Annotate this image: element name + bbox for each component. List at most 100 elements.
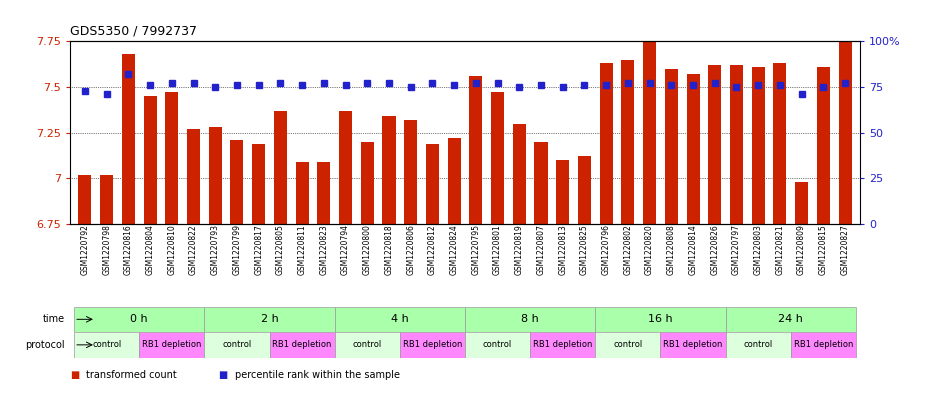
Text: GSM1220814: GSM1220814 [688, 224, 698, 275]
Bar [274, 111, 287, 224]
Bar [774, 63, 787, 224]
Text: control: control [483, 340, 512, 349]
Bar [535, 142, 548, 224]
Bar [470, 76, 483, 224]
Text: GDS5350 / 7992737: GDS5350 / 7992737 [70, 24, 197, 37]
Text: GSM1220801: GSM1220801 [493, 224, 502, 275]
Bar [665, 69, 678, 224]
Bar [361, 142, 374, 224]
Bar [595, 307, 725, 332]
Bar [166, 92, 179, 224]
Text: GSM1220810: GSM1220810 [167, 224, 177, 275]
Bar [725, 307, 856, 332]
Bar [600, 63, 613, 224]
Bar [252, 143, 265, 224]
Text: GSM1220794: GSM1220794 [341, 224, 350, 275]
Bar [595, 332, 660, 358]
Text: control: control [613, 340, 643, 349]
Bar [270, 332, 335, 358]
Text: GSM1220827: GSM1220827 [841, 224, 849, 275]
Text: GSM1220802: GSM1220802 [623, 224, 632, 275]
Text: GSM1220817: GSM1220817 [254, 224, 263, 275]
Text: GSM1220812: GSM1220812 [428, 224, 437, 275]
Bar [74, 307, 205, 332]
Text: control: control [352, 340, 382, 349]
Text: RB1 depletion: RB1 depletion [142, 340, 202, 349]
Text: GSM1220800: GSM1220800 [363, 224, 372, 275]
Bar [122, 54, 135, 224]
Text: GSM1220798: GSM1220798 [102, 224, 112, 275]
Bar [140, 332, 205, 358]
Text: GSM1220806: GSM1220806 [406, 224, 415, 275]
Bar [78, 174, 91, 224]
Text: GSM1220818: GSM1220818 [384, 224, 393, 275]
Text: GSM1220797: GSM1220797 [732, 224, 741, 275]
Text: protocol: protocol [25, 340, 65, 350]
Text: GSM1220793: GSM1220793 [211, 224, 219, 275]
Text: GSM1220819: GSM1220819 [515, 224, 524, 275]
Bar [709, 65, 722, 224]
Bar [751, 67, 764, 224]
Bar [382, 116, 395, 224]
Bar [400, 332, 465, 358]
Bar [339, 111, 352, 224]
Bar [621, 59, 634, 224]
Bar [512, 123, 525, 224]
Bar [208, 127, 221, 224]
Text: RB1 depletion: RB1 depletion [533, 340, 592, 349]
Bar [296, 162, 309, 224]
Text: GSM1220805: GSM1220805 [276, 224, 285, 275]
Bar [725, 332, 790, 358]
Bar [530, 332, 595, 358]
Text: GSM1220820: GSM1220820 [645, 224, 654, 275]
Text: GSM1220821: GSM1220821 [776, 224, 784, 275]
Text: GSM1220816: GSM1220816 [124, 224, 133, 275]
Text: percentile rank within the sample: percentile rank within the sample [235, 370, 400, 380]
Text: GSM1220799: GSM1220799 [232, 224, 242, 275]
Bar [405, 120, 418, 224]
Text: 4 h: 4 h [391, 314, 408, 324]
Text: GSM1220823: GSM1220823 [319, 224, 328, 275]
Text: RB1 depletion: RB1 depletion [663, 340, 723, 349]
Text: 0 h: 0 h [130, 314, 148, 324]
Text: 24 h: 24 h [778, 314, 804, 324]
Bar [335, 307, 465, 332]
Text: GSM1220803: GSM1220803 [753, 224, 763, 275]
Text: GSM1220807: GSM1220807 [537, 224, 546, 275]
Text: 8 h: 8 h [522, 314, 539, 324]
Text: transformed count: transformed count [86, 370, 178, 380]
Text: GSM1220795: GSM1220795 [472, 224, 481, 275]
Text: ■: ■ [70, 370, 79, 380]
Bar [578, 156, 591, 224]
Text: GSM1220811: GSM1220811 [298, 224, 307, 275]
Text: GSM1220815: GSM1220815 [818, 224, 828, 275]
Text: RB1 depletion: RB1 depletion [272, 340, 332, 349]
Text: GSM1220808: GSM1220808 [667, 224, 676, 275]
Bar [643, 41, 656, 224]
Text: 2 h: 2 h [260, 314, 278, 324]
Bar [205, 307, 335, 332]
Text: RB1 depletion: RB1 depletion [793, 340, 853, 349]
Bar [100, 174, 113, 224]
Text: control: control [92, 340, 121, 349]
Bar [817, 67, 830, 224]
Bar [317, 162, 330, 224]
Text: 16 h: 16 h [648, 314, 672, 324]
Text: control: control [744, 340, 773, 349]
Text: time: time [43, 314, 65, 324]
Bar [231, 140, 244, 224]
Bar [74, 332, 140, 358]
Bar [556, 160, 569, 224]
Bar [465, 332, 530, 358]
Bar [790, 332, 856, 358]
Text: GSM1220813: GSM1220813 [558, 224, 567, 275]
Text: control: control [222, 340, 252, 349]
Bar [447, 138, 460, 224]
Bar [143, 96, 156, 224]
Text: GSM1220824: GSM1220824 [449, 224, 458, 275]
Bar [465, 307, 595, 332]
Bar [187, 129, 200, 224]
Text: GSM1220796: GSM1220796 [602, 224, 611, 275]
Bar [730, 65, 743, 224]
Bar [839, 41, 852, 224]
